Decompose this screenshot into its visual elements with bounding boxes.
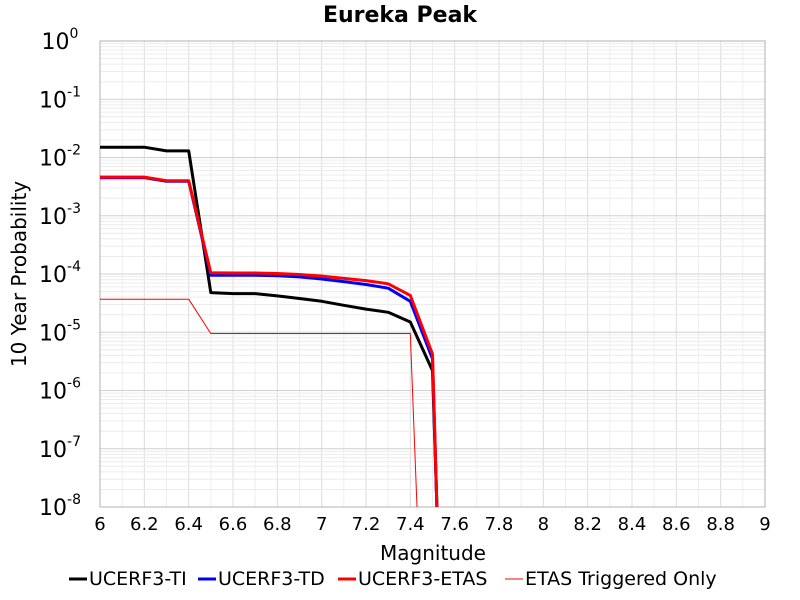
series-line-ucerf3-ti — [100, 145, 439, 508]
series-line-ucerf3-etas — [100, 175, 439, 508]
x-tick-label: 8.4 — [618, 514, 647, 535]
x-tick-label: 9 — [759, 514, 770, 535]
y-tick-labels: 100 10-1 10-2 10-3 10-4 10-5 10-6 10-7 10-8 — [39, 26, 81, 521]
y-tick-label: 10-8 — [39, 492, 81, 521]
x-tick-label: 6 — [94, 514, 105, 535]
x-tick-label: 7.8 — [485, 514, 514, 535]
x-tick-label: 7.6 — [440, 514, 469, 535]
x-tick-label: 6.4 — [174, 514, 203, 535]
series-line-etas-triggered-only — [100, 298, 418, 508]
x-tick-label: 6.8 — [263, 514, 292, 535]
chart-title: Eureka Peak — [323, 3, 478, 28]
legend-label-ucerf3-etas: UCERF3-ETAS — [358, 568, 487, 590]
y-tick-label: 10-3 — [39, 201, 81, 230]
y-tick-label: 10-6 — [39, 376, 81, 405]
x-tick-label: 8 — [538, 514, 549, 535]
x-tick-label: 7.4 — [396, 514, 425, 535]
plot-frame — [99, 40, 766, 508]
y-tick-label: 10-5 — [39, 317, 81, 346]
y-tick-label: 10-1 — [39, 84, 81, 113]
x-tick-label: 8.8 — [706, 514, 735, 535]
x-tick-label: 6.6 — [219, 514, 248, 535]
x-tick-labels: 6 6.2 6.4 6.6 6.8 7 7.2 7.4 7.6 7.8 8 8.2 8.4 8.6 8.8 9 — [94, 514, 770, 535]
legend-label-etas-triggered-only: ETAS Triggered Only — [525, 568, 717, 590]
grid — [99, 41, 766, 508]
x-tick-label: 7.2 — [352, 514, 381, 535]
y-tick-label: 10-7 — [39, 434, 81, 463]
y-tick-label: 10-4 — [39, 259, 81, 288]
x-axis-label: Magnitude — [380, 541, 486, 565]
x-tick-label: 8.2 — [573, 514, 602, 535]
y-axis-label: 10 Year Probability — [7, 181, 31, 367]
y-tick-label: 100 — [42, 26, 79, 55]
legend-label-ucerf3-td: UCERF3-TD — [218, 568, 325, 590]
y-tick-label: 10-2 — [39, 143, 81, 172]
x-tick-label: 8.6 — [662, 514, 691, 535]
x-tick-label: 6.2 — [130, 514, 159, 535]
series-layer — [100, 145, 439, 508]
legend-label-ucerf3-ti: UCERF3-TI — [89, 568, 187, 590]
legend: UCERF3-TI UCERF3-TD UCERF3-ETAS ETAS Trigge… — [69, 568, 717, 590]
x-tick-label: 7 — [316, 514, 327, 535]
